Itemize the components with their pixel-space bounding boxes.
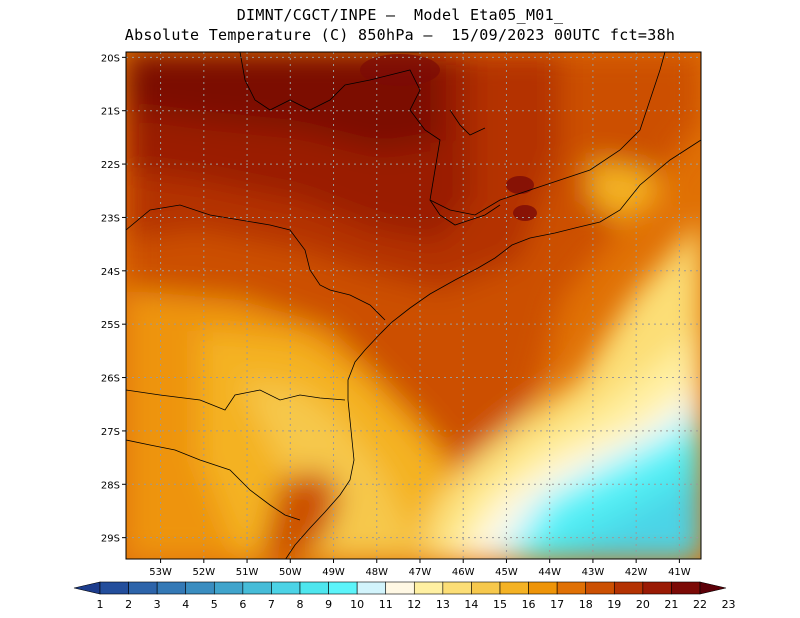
longitude-labels: 53W 52W 51W 50W 49W 48W 47W 46W 45W 44W 43W 42W 41W [149,559,691,575]
colorbar-label: 22 [693,598,707,611]
field-hot-spot-2 [513,205,537,221]
colorbar-cell [671,581,701,595]
colorbar-cell [642,581,672,595]
state-border-rio-grande [126,439,301,521]
colorbar-cell [156,581,187,595]
grid-lines [126,52,701,559]
lon-tick-label: 43W [582,567,605,575]
lon-tick-label: 46W [452,567,475,575]
temperature-map: 20S 21S 22S 23S 24S 25S 26S 27S 28S 29S 53W 52W 51W… [101,51,702,575]
colorbar-cell [213,581,244,595]
colorbar-cell [528,581,558,595]
colorbar-label: 15 [493,598,507,611]
lon-tick-label: 50W [279,567,302,575]
colorbar-label: 16 [522,598,536,611]
lat-tick-label: 24S [101,267,120,278]
coastline [285,139,701,559]
lon-tick-label: 51W [236,567,259,575]
colorbar-cell [356,581,387,595]
colorbar-arrow-low [73,581,101,595]
colorbar-cell [328,581,358,595]
lon-tick-label: 48W [365,567,388,575]
field-hot-spot-1 [506,176,534,194]
lon-tick-label: 47W [409,567,432,575]
lat-tick-label: 22S [101,160,120,171]
colorbar-label: 23 [722,598,736,611]
field-15c [240,380,420,559]
colorbar-arrow-high [699,581,727,595]
colorbar-cell [385,581,415,595]
colorbar-cells [73,581,727,595]
lon-tick-label: 42W [625,567,648,575]
colorbar-cell [413,581,444,595]
lon-tick-label: 44W [538,567,561,575]
title-line-1: DIMNT/CGCT/INPE – Model Eta05_M01_ [236,6,564,24]
colorbar-label: 11 [379,598,393,611]
colorbar-label: 5 [211,598,218,611]
lat-tick-label: 25S [101,320,120,331]
colorbar-label: 12 [407,598,421,611]
state-border-north [239,52,666,216]
lat-tick-label: 27S [101,427,120,438]
colorbar-labels: 1 2 3 4 5 6 7 8 9 10 11 12 13 14 15 16 17 18 19 20 21 22 23 [97,598,736,611]
lat-tick-label: 20S [101,53,120,64]
lat-tick-label: 23S [101,213,120,224]
colorbar-label: 8 [297,598,304,611]
colorbar-label: 20 [636,598,650,611]
colorbar-cell [271,581,301,595]
colorbar-label: 21 [664,598,678,611]
colorbar-cell [585,581,615,595]
lon-tick-label: 45W [495,567,518,575]
state-border-parana [126,204,386,321]
colorbar-label: 10 [350,598,364,611]
map-frame [125,51,702,560]
colorbar-label: 18 [579,598,593,611]
temperature-field [126,52,701,559]
colorbar-label: 1 [97,598,104,611]
lat-tick-label: 28S [101,480,120,491]
lat-tick-label: 21S [101,107,120,118]
field-coastal-warm [260,470,340,559]
reservoir-outline [449,109,486,136]
lat-tick-label: 29S [101,534,120,545]
colorbar-cell [299,581,329,595]
colorbar-cell [185,581,215,595]
state-border-santa-catarina [126,389,346,411]
lon-tick-label: 41W [668,567,691,575]
colorbar-cell [442,581,472,595]
colorbar-cell [499,581,529,595]
colorbar-label: 17 [550,598,564,611]
lat-tick-label: 26S [101,374,120,385]
colorbar-label: 2 [125,598,132,611]
colorbar-label: 7 [268,598,275,611]
colorbar-cell [99,581,129,595]
lon-tick-label: 53W [149,567,172,575]
colorbar-label: 19 [607,598,621,611]
colorbar-label: 13 [436,598,450,611]
colorbar-cell [128,581,158,595]
colorbar-label: 9 [325,598,332,611]
colorbar-label: 6 [239,598,246,611]
colorbar-cell [471,581,501,595]
field-8c [561,480,701,559]
colorbar-label: 14 [464,598,478,611]
colorbar-cell [242,581,272,595]
title-line-2: Absolute Temperature (C) 850hPa – 15/09/… [124,26,676,44]
colorbar-cell [556,581,587,595]
colorbar-label: 3 [154,598,161,611]
colorbar-cell [613,581,644,595]
lon-tick-label: 49W [322,567,345,575]
latitude-labels: 20S 21S 22S 23S 24S 25S 26S 27S 28S 29S [101,53,126,545]
lon-tick-label: 52W [193,567,216,575]
colorbar-label: 4 [182,598,189,611]
field-inland-cool [590,160,660,220]
coastlines-and-borders [126,52,701,559]
state-border-sao-paulo [429,199,501,226]
field-22c [126,52,440,150]
